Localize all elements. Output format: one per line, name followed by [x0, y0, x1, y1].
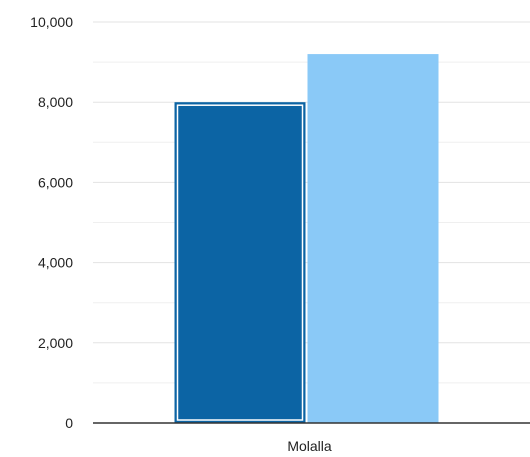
y-tick-label: 10,000 — [30, 14, 73, 30]
bars — [174, 54, 439, 424]
bar-selection-outline — [176, 104, 304, 421]
y-tick-label: 6,000 — [38, 174, 73, 190]
x-axis-category-labels: Molalla — [287, 438, 332, 454]
y-tick-label: 0 — [65, 415, 73, 431]
x-category-label: Molalla — [287, 438, 332, 454]
y-tick-label: 2,000 — [38, 335, 73, 351]
bar-series-2[interactable] — [307, 54, 439, 424]
y-axis-tick-labels: 0 2,000 4,000 6,000 8,000 10,000 — [30, 14, 73, 431]
y-tick-label: 8,000 — [38, 94, 73, 110]
y-tick-label: 4,000 — [38, 255, 73, 271]
bar-series-1[interactable] — [174, 102, 306, 423]
